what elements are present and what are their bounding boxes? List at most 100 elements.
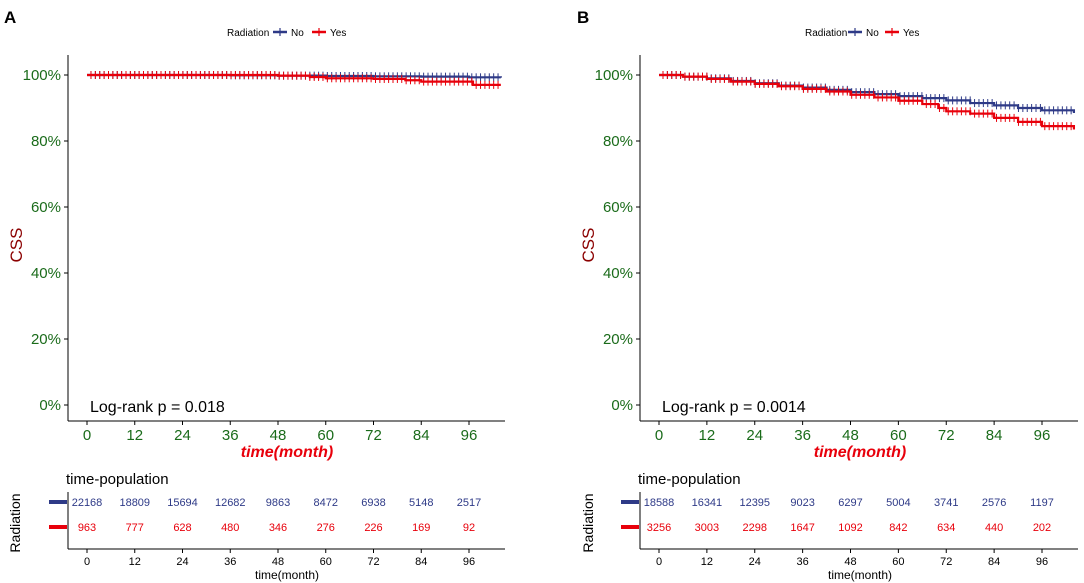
risk-count-yes-a: 346 [269,522,287,534]
risk-table-title-b: time-population [638,471,741,488]
x-tick-label-a: 60 [317,427,334,444]
risk-count-yes-a: 226 [364,522,382,534]
x-tick-label-b: 96 [1034,427,1051,444]
legend-label-yes-b: Yes [903,28,919,39]
y-tick-label-b: 60% [603,199,633,216]
risk-table-tick-label-b: 96 [1036,556,1048,568]
km-curve-yes-b [659,73,1076,130]
risk-count-no-b: 16341 [692,497,723,509]
y-tick-label-b: 0% [611,397,633,414]
risk-count-yes-a: 92 [463,522,475,534]
y-tick-label-a: 100% [23,67,61,84]
x-tick-label-a: 72 [365,427,382,444]
plot-area-b: 0% 20% 40% 60% 80% 100% 0 12 24 36 48 60 72 84 96 [595,55,1078,444]
legend-label-yes-a: Yes [330,28,346,39]
risk-count-yes-b: 3256 [647,522,671,534]
panel-b-letter: B [577,8,589,27]
x-tick-label-a: 84 [413,427,430,444]
risk-table-title-a: time-population [66,471,169,488]
x-tick-label-a: 0 [83,427,91,444]
risk-count-no-b: 6297 [838,497,862,509]
risk-table-xlabel-b: time(month) [828,568,892,582]
y-tick-label-a: 60% [31,199,61,216]
panel-a: A Radiation No Yes Log-rank p = 0.018 CS… [4,8,505,582]
x-tick-label-b: 0 [655,427,663,444]
risk-table-xlabel-a: time(month) [255,568,319,582]
x-tick-label-a: 24 [174,427,191,444]
x-tick-label-a: 12 [126,427,143,444]
x-tick-label-b: 48 [842,427,859,444]
y-tick-label-a: 0% [39,397,61,414]
risk-count-no-a: 6938 [361,497,385,509]
risk-table-tick-label-b: 72 [940,556,952,568]
risk-count-no-b: 1197 [1030,497,1054,509]
y-tick-label-b: 100% [595,67,633,84]
y-tick-label-b: 80% [603,133,633,150]
risk-table-tick-label-a: 84 [415,556,427,568]
risk-count-yes-a: 628 [173,522,191,534]
x-tick-label-b: 72 [938,427,955,444]
risk-table-ylabel-b: Radiation [580,493,596,552]
risk-count-no-b: 12395 [739,497,770,509]
legend-label-no-a: No [291,28,304,39]
y-tick-label-a: 20% [31,331,61,348]
x-axis-label-a: time(month) [241,444,333,461]
risk-table-tick-label-a: 72 [367,556,379,568]
risk-table-tick-label-b: 0 [656,556,662,568]
risk-count-no-a: 12682 [215,497,246,509]
y-tick-label-b: 20% [603,331,633,348]
legend-label-no-b: No [866,28,879,39]
risk-count-yes-b: 202 [1033,522,1051,534]
risk-table-tick-label-b: 36 [797,556,809,568]
risk-count-no-a: 5148 [409,497,433,509]
risk-count-yes-a: 963 [78,522,96,534]
risk-count-yes-a: 777 [126,522,144,534]
risk-table-tick-label-b: 12 [701,556,713,568]
risk-count-no-a: 9863 [266,497,290,509]
x-tick-label-a: 36 [222,427,239,444]
x-tick-label-b: 24 [746,427,763,444]
x-tick-label-b: 60 [890,427,907,444]
panel-b-legend: Radiation No Yes [805,28,919,39]
x-tick-label-b: 36 [794,427,811,444]
risk-count-no-a: 15694 [167,497,198,509]
censor-marks-yes-a [90,71,499,89]
risk-table-tick-label-b: 48 [844,556,856,568]
risk-count-no-b: 3741 [934,497,958,509]
panel-a-legend: Radiation No Yes [227,28,346,39]
x-tick-label-a: 48 [270,427,287,444]
risk-count-no-a: 18809 [119,497,150,509]
risk-table-ylabel-a: Radiation [7,493,23,552]
risk-table-tick-label-b: 60 [892,556,904,568]
risk-count-no-b: 18588 [644,497,675,509]
plot-area-a: 0% 20% 40% 60% 80% 100% 0 12 24 36 48 60 72 84 96 [23,55,505,444]
risk-table-a: 22168 963 0 18809 777 12 15694 628 24 12682 480 36 9… [49,492,505,568]
panel-b: B Radiation No Yes Log-rank p = 0.0014 C… [577,8,1078,582]
risk-count-no-a: 8472 [314,497,338,509]
risk-table-tick-label-a: 12 [129,556,141,568]
risk-table-tick-label-a: 0 [84,556,90,568]
risk-count-no-b: 2576 [982,497,1006,509]
risk-count-yes-b: 1092 [838,522,862,534]
risk-table-tick-label-a: 36 [224,556,236,568]
risk-count-yes-b: 2298 [743,522,767,534]
panel-a-letter: A [4,8,16,27]
risk-count-no-b: 5004 [886,497,910,509]
risk-count-yes-b: 842 [889,522,907,534]
x-tick-label-b: 84 [986,427,1003,444]
legend-title-b: Radiation [805,28,847,39]
logrank-annotation-b: Log-rank p = 0.0014 [662,399,806,416]
y-tick-label-a: 40% [31,265,61,282]
x-tick-label-b: 12 [699,427,716,444]
risk-count-no-a: 2517 [457,497,481,509]
y-axis-label-b: CSS [579,228,598,263]
logrank-annotation-a: Log-rank p = 0.018 [90,399,225,416]
risk-table-b: 18588 3256 0 16341 3003 12 12395 2298 24 9023 1647… [621,492,1078,568]
risk-count-yes-b: 440 [985,522,1003,534]
risk-count-no-b: 9023 [790,497,814,509]
y-tick-label-b: 40% [603,265,633,282]
risk-count-yes-a: 480 [221,522,239,534]
censor-marks-yes-b [662,71,1072,131]
y-axis-label-a: CSS [7,228,26,263]
